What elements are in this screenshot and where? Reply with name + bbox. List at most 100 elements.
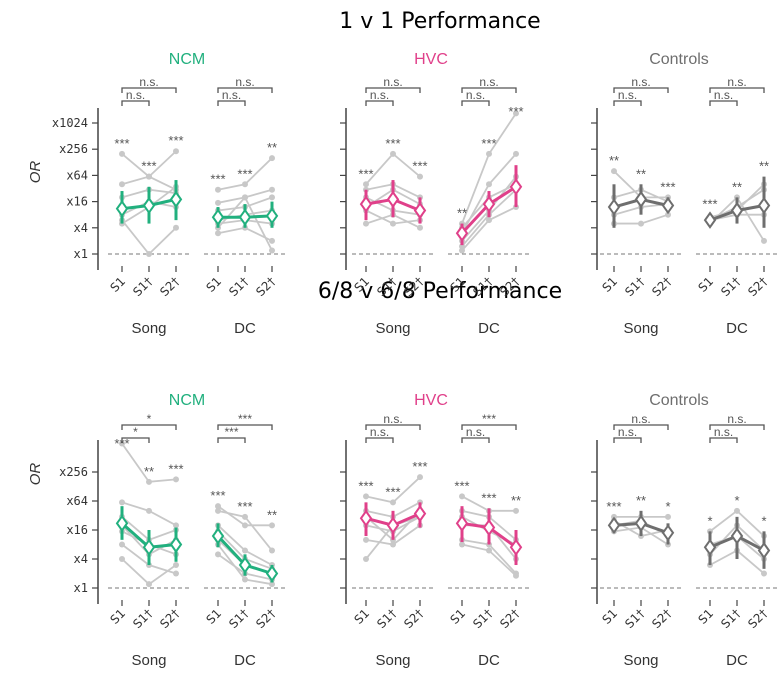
condition-label: S1† [374,606,399,631]
region-label: NCM [169,51,205,68]
condition-label: S2† [745,274,770,299]
condition-label: S1 [599,274,620,295]
individual-point [173,476,179,483]
mean-marker [238,208,252,226]
significance-label: ** [267,507,277,522]
group-label: Song [131,652,166,669]
individual-point [242,194,248,201]
condition-label: S1† [130,274,155,299]
group-label: DC [234,652,256,669]
significance-label: *** [237,499,252,514]
individual-point [119,181,125,188]
y-tick-label: x256 [59,142,88,156]
condition-label: S2† [157,606,182,631]
individual-point [242,547,248,554]
individual-point [417,224,423,231]
condition-label: S1 [599,606,620,627]
individual-point [269,155,275,162]
individual-point [242,181,248,188]
condition-label: S2† [497,606,522,631]
individual-point [513,110,519,117]
individual-point [146,581,152,588]
individual-point [269,237,275,244]
group-label: Song [375,320,410,337]
condition-label: S1 [107,274,128,295]
significance-label: ** [457,206,467,221]
comparison-bracket [613,437,642,443]
comparison-label: n.s. [714,88,733,102]
mean-marker [386,190,400,209]
individual-point [486,547,492,554]
individual-point [242,513,248,520]
individual-point [390,541,396,548]
individual-point [215,186,221,193]
condition-label: S2† [649,274,674,299]
y-tick-label: x16 [66,195,88,209]
individual-point [417,173,423,180]
individual-line [121,219,177,256]
individual-point [269,581,275,588]
group-label: DC [726,320,748,337]
comparison-label: *** [238,412,252,426]
comparison-label: *** [224,425,238,439]
y-tick-label: x4 [74,552,88,566]
comparison-bracket [461,100,490,106]
comparison-label: n.s. [466,425,485,439]
comparison-bracket [121,100,150,106]
condition-label: S1 [351,606,372,627]
condition-label: S1 [107,606,128,627]
condition-label: S1† [226,274,251,299]
individual-point [665,513,671,520]
individual-point [513,150,519,157]
individual-point [269,194,275,201]
condition-label: S2† [745,606,770,631]
comparison-label: n.s. [727,412,746,426]
significance-label: ** [609,153,619,168]
comparison-label: n.s. [235,75,254,89]
individual-point [119,499,125,506]
comparison-label: n.s. [631,75,650,89]
individual-point [761,570,767,577]
comparison-bracket [217,424,273,430]
comparison-label: n.s. [370,425,389,439]
condition-label: S2† [253,274,278,299]
row-title-1v1: 1 v 1 Performance [339,9,540,34]
y-tick-label: x256 [59,465,88,479]
group-label: DC [234,320,256,337]
group-label: DC [478,320,500,337]
mean-marker [661,524,675,542]
significance-label: ** [511,493,521,508]
mean-marker [703,538,717,557]
group-label: DC [478,652,500,669]
individual-point [459,493,465,500]
region-label: Controls [649,51,709,68]
individual-point [363,220,369,227]
mean-marker [386,516,400,535]
comparison-label: n.s. [222,88,241,102]
condition-label: S1† [226,606,251,631]
individual-point [665,211,671,218]
significance-label: *** [114,136,129,151]
significance-label: *** [481,490,496,505]
comparison-label: n.s. [126,88,145,102]
individual-point [761,237,767,244]
individual-point [119,150,125,157]
plot-layer: NCMx1x4x16x64x256x1024OR*********n.s.n.s… [27,51,778,669]
region-label: HVC [414,51,448,68]
region-label: HVC [414,392,448,409]
mean-marker [115,199,129,218]
comparison-label: n.s. [714,425,733,439]
comparison-label: n.s. [139,75,158,89]
mean-marker [142,538,156,557]
comparison-bracket [709,437,738,443]
comparison-label: n.s. [618,425,637,439]
individual-point [734,507,740,514]
y-tick-label: x16 [66,523,88,537]
individual-point [119,556,125,562]
group-label: Song [623,320,658,337]
comparison-label: * [133,425,138,439]
individual-point [513,572,519,579]
significance-label: *** [660,179,675,194]
mean-marker [413,504,427,523]
